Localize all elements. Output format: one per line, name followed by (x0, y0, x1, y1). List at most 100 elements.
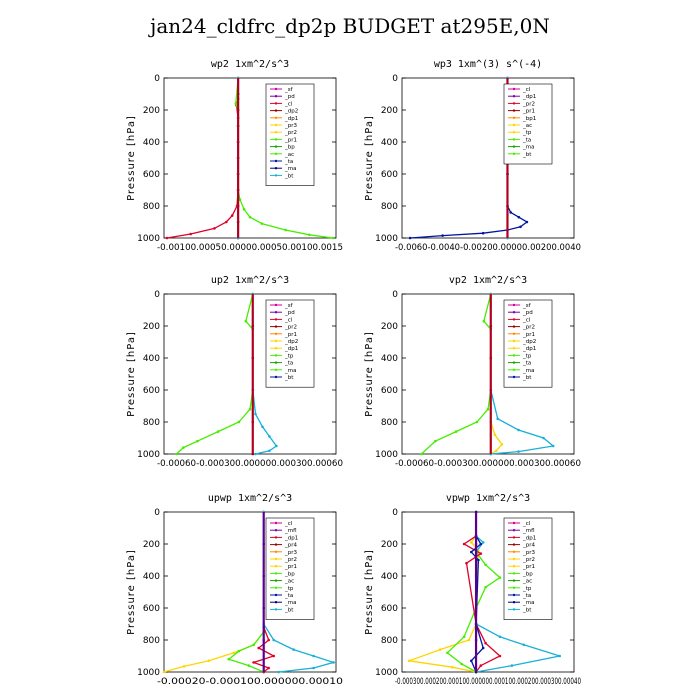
data-point (498, 654, 502, 658)
data-point (462, 542, 466, 546)
legend-entry: _dp1 (284, 116, 298, 122)
y-axis-label: Pressure [hPa] (126, 115, 137, 201)
y-tick-label: 200 (143, 540, 160, 550)
data-point (495, 449, 498, 453)
legend-entry: _cl (522, 317, 531, 323)
legend-entry: _bp1 (522, 116, 536, 122)
legend-entry: _dp1 (284, 535, 298, 541)
legend-entry: _tp (522, 353, 532, 359)
legend-entry: _dp1 (284, 346, 298, 352)
legend-marker (512, 354, 516, 357)
legend-entry: _cl (522, 521, 531, 527)
y-tick-label: 400 (143, 354, 160, 364)
data-point (484, 563, 487, 567)
legend-entry: _cl (284, 521, 293, 527)
legend-entry: _bp (284, 571, 295, 577)
data-point (182, 446, 185, 449)
data-point (182, 665, 186, 668)
data-point (481, 541, 485, 544)
data-point (175, 452, 178, 456)
legend-entry: _bt (522, 607, 532, 613)
legend-entry: _pr3 (522, 550, 536, 556)
legend-entry: _pr2 (284, 325, 297, 331)
legend-marker (274, 102, 278, 105)
y-tick-label: 400 (381, 354, 398, 364)
legend-entry: _dp2 (522, 339, 536, 345)
data-point (272, 638, 276, 642)
y-tick-label: 200 (143, 106, 160, 116)
legend-entry: _tp (284, 353, 294, 359)
legend-entry: _ma (522, 600, 534, 606)
data-point (477, 558, 480, 562)
data-point (247, 664, 251, 667)
data-point (227, 657, 231, 661)
legend-entry: _sf (522, 303, 532, 309)
plot-frame (163, 293, 337, 455)
legend-marker (274, 123, 278, 127)
data-point (522, 643, 526, 647)
legend-marker (512, 325, 516, 328)
data-point (268, 435, 271, 438)
data-point (434, 439, 437, 443)
y-tick-label: 1000 (137, 450, 160, 460)
legend-entry: _pr1 (522, 564, 535, 570)
legend-entry: _ta (284, 593, 293, 599)
legend-marker (274, 579, 278, 582)
data-point (189, 232, 192, 236)
plot-frame (401, 511, 575, 673)
legend-marker (274, 145, 278, 148)
legend-marker (512, 565, 516, 568)
legend-marker (274, 131, 278, 134)
data-point (225, 220, 228, 224)
legend-marker (512, 593, 516, 597)
legend-marker (274, 368, 278, 371)
data-point (267, 666, 271, 670)
legend-entry: _pr2 (522, 101, 535, 107)
y-tick-label: 600 (381, 386, 398, 396)
legend-entry: _ta (522, 137, 531, 143)
data-point (252, 661, 255, 664)
plot-frame (401, 293, 575, 455)
data-point (462, 635, 466, 639)
y-tick-label: 600 (143, 604, 160, 614)
data-point (470, 550, 473, 554)
y-tick-label: 0 (154, 508, 160, 518)
legend-entry: _pr2 (284, 557, 297, 563)
legend-marker (512, 521, 516, 525)
legend-marker (274, 159, 278, 163)
data-point (261, 425, 264, 429)
y-tick-label: 200 (381, 322, 398, 332)
data-point (460, 662, 464, 666)
y-tick-label: 800 (381, 418, 398, 428)
data-point (481, 231, 485, 235)
legend-marker (512, 529, 516, 532)
legend-entry: _bt (284, 607, 294, 613)
data-point (498, 576, 502, 579)
legend-entry: _ac (284, 152, 294, 158)
legend-marker (274, 557, 278, 561)
legend-entry: _bt (284, 173, 294, 179)
legend-marker (274, 152, 278, 155)
y-tick-label: 1000 (375, 668, 398, 678)
legend-marker (512, 123, 516, 127)
y-axis-label: Pressure [hPa] (126, 331, 137, 417)
data-point (312, 654, 315, 658)
legend-marker (512, 131, 516, 134)
data-point (332, 661, 335, 664)
panel-1: wp2 1xm^2/s^3 0 200 400 600 800 1000 Pressure [… (126, 59, 343, 253)
page-title: jan24_cldfrc_dp2p BUDGET at295E,0N (150, 14, 550, 38)
panel-title: up2 1xm^2/s^3 (211, 275, 289, 286)
data-point (308, 233, 311, 237)
series-line-dp1 (462, 512, 502, 673)
data-point (216, 430, 220, 433)
panel-5: upwp 1xm^2/s^3 0 200 400 600 800 1000 Pressure … (126, 493, 343, 687)
data-point (254, 452, 257, 456)
y-axis-label: Pressure [hPa] (364, 549, 375, 635)
x-tick-labels: -0.00100.00050.00000.00050.00100.0015 (157, 243, 343, 253)
series-line-pr1 (420, 293, 492, 455)
legend-entry: _dp1 (522, 94, 536, 100)
data-point (165, 236, 169, 240)
legend-marker (274, 536, 278, 539)
data-point (450, 665, 454, 669)
legend-marker (274, 347, 278, 350)
